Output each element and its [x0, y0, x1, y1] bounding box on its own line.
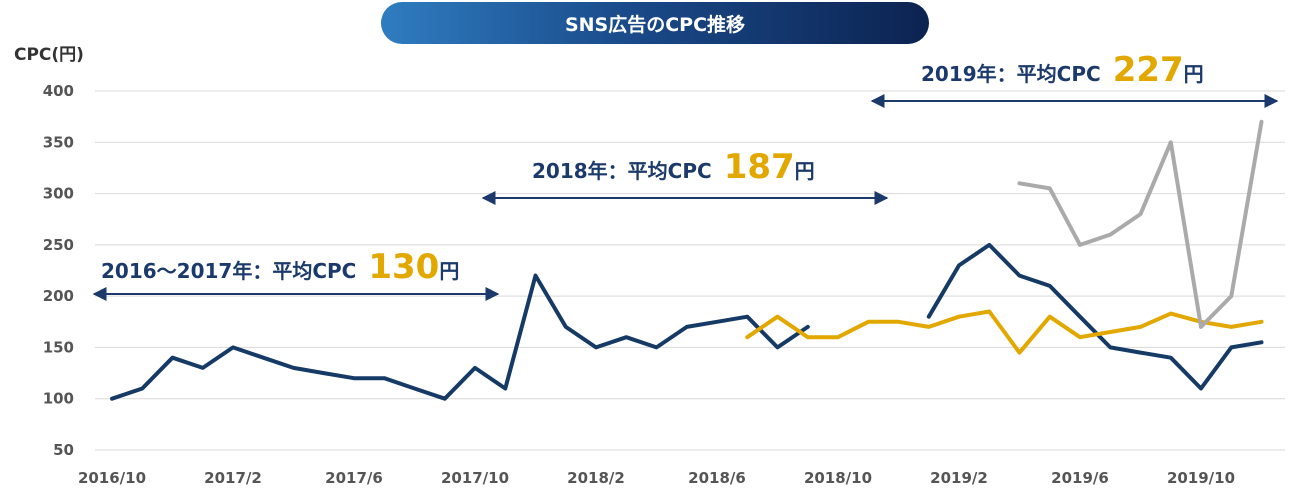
x-tick-label: 2017/6 [325, 469, 383, 487]
series-line-0 [110, 273, 810, 401]
series-line-3 [1017, 119, 1264, 329]
annotation-2016-2017: 2016〜2017年：平均CPC 130円 [101, 247, 459, 287]
y-tick-label: 50 [53, 441, 74, 459]
x-tick-label: 2018/2 [567, 469, 625, 487]
y-tick-label: 350 [43, 133, 74, 151]
y-tick-label: 150 [43, 338, 74, 356]
y-tick-label: 250 [43, 236, 74, 254]
y-tick-label: 100 [43, 390, 74, 408]
annotation-value: 187 [723, 147, 795, 187]
y-tick-label: 400 [43, 82, 74, 100]
x-tick-label: 2016/10 [78, 469, 146, 487]
series-line-2 [745, 309, 1264, 355]
annotation-2019: 2019年：平均CPC 227円 [921, 50, 1204, 90]
x-tick-label: 2017/10 [441, 469, 509, 487]
annotation-label: 2019年：平均CPC [921, 62, 1101, 86]
annotation-label: 2016〜2017年：平均CPC [101, 259, 357, 283]
annotation-label: 2018年：平均CPC [532, 159, 712, 183]
chart-title: SNS広告のCPC推移 [381, 2, 929, 44]
annotation-unit: 円 [794, 159, 815, 183]
annotation-unit: 円 [439, 259, 460, 283]
x-tick-label: 2019/2 [930, 469, 988, 487]
annotation-unit: 円 [1183, 62, 1204, 86]
annotation-2018: 2018年：平均CPC 187円 [532, 147, 815, 187]
x-tick-label: 2019/6 [1051, 469, 1109, 487]
x-tick-label: 2018/6 [688, 469, 746, 487]
y-tick-label: 200 [43, 287, 74, 305]
y-tick-label: 300 [43, 185, 74, 203]
x-tick-label: 2018/10 [804, 469, 872, 487]
series-line-1 [926, 242, 1264, 391]
annotation-value: 227 [1112, 50, 1184, 90]
x-tick-label: 2017/2 [204, 469, 262, 487]
x-tick-label: 2019/10 [1167, 469, 1235, 487]
y-axis-label: CPC(円) [14, 45, 84, 65]
annotation-value: 130 [368, 247, 440, 287]
